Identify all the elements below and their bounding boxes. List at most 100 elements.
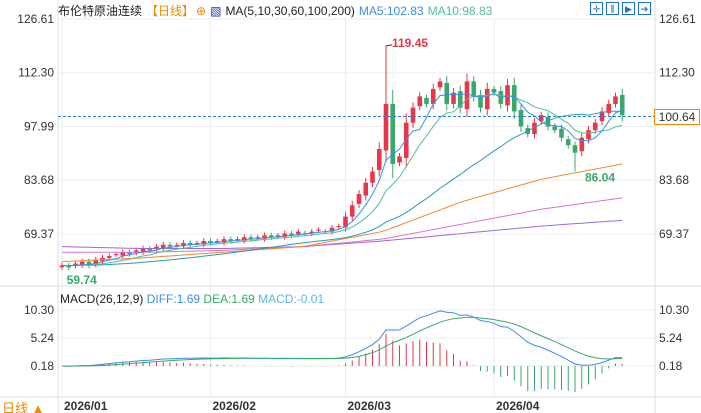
candle-body <box>187 242 193 245</box>
candle-body <box>309 231 315 234</box>
candle-body <box>376 148 382 171</box>
candle-body <box>289 233 294 236</box>
candle-body <box>592 122 598 131</box>
instrument-title: 布伦特原油连续 <box>58 4 143 18</box>
candle-body <box>545 116 551 127</box>
candle-body <box>424 97 429 104</box>
price-axis-right: 126.61 <box>659 12 696 26</box>
month-label: 2026/03 <box>348 399 392 413</box>
candle-body <box>228 239 234 242</box>
ma-label[interactable]: MA(5,10,30,60,100,200) <box>225 4 355 18</box>
ma10-value: MA10:98.83 <box>427 4 493 18</box>
candle-body <box>214 241 220 243</box>
candle-body <box>201 241 207 245</box>
start-low-annotation: 59.74 <box>67 273 97 287</box>
candle-body <box>451 92 456 104</box>
candle-body <box>572 145 578 153</box>
candle-body <box>613 96 618 104</box>
ma60-line <box>61 163 623 263</box>
candle-body <box>73 263 78 266</box>
candle-body <box>464 81 470 110</box>
candle-body <box>93 259 99 264</box>
candle-body <box>559 128 564 138</box>
candle-body <box>370 171 375 183</box>
candle-body <box>86 261 92 266</box>
candle-body <box>356 194 362 204</box>
candle-body <box>133 250 139 253</box>
candle-body <box>181 242 186 247</box>
price-axis-left: 112.30 <box>18 66 54 80</box>
candle-body <box>478 94 483 108</box>
ma10-line <box>61 93 623 267</box>
diff-line <box>61 310 623 367</box>
candle-body <box>147 248 153 251</box>
high-marker <box>385 44 393 47</box>
candle-body <box>295 231 301 234</box>
candle-body <box>538 115 544 122</box>
candle-body <box>235 239 240 241</box>
candle-body <box>79 261 85 266</box>
candle-body <box>316 229 321 231</box>
candle-body <box>586 130 591 140</box>
candle-body <box>194 242 200 244</box>
price-axis-right: 83.68 <box>659 173 689 187</box>
candle-body <box>241 237 247 241</box>
candle-body <box>208 241 213 243</box>
chart-header: 布伦特原油连续 【日线】 ⊕ ▧ MA(5,10,30,60,100,200) MA5:1… <box>58 2 496 19</box>
candle-body <box>66 265 72 268</box>
price-axis-left: 126.61 <box>17 12 54 26</box>
candle-body <box>518 109 524 127</box>
zoom-out-icon[interactable]: ▶ <box>622 2 635 15</box>
candle-body <box>140 248 146 252</box>
candle-body <box>599 111 605 122</box>
macd-label: MACD(26,12,9) <box>60 292 144 306</box>
candle-body <box>268 235 274 238</box>
month-label: 2026/01 <box>64 399 108 413</box>
candle-body <box>606 103 612 113</box>
ma30-line <box>61 110 623 266</box>
candle-body <box>127 252 132 255</box>
candle-body <box>174 244 180 246</box>
settings-icon[interactable]: ⊕ <box>196 4 207 18</box>
candle-body <box>336 225 342 227</box>
ma-icon[interactable]: ▧ <box>210 4 222 18</box>
candle-body <box>154 246 159 249</box>
candle-body <box>343 216 348 228</box>
candle-body <box>417 96 423 107</box>
macd-axis-right: 10.30 <box>659 303 689 317</box>
candle-body <box>59 265 65 268</box>
candle-body <box>120 252 126 256</box>
candle-body <box>403 122 409 159</box>
candle-body <box>511 85 517 112</box>
low-annotation: 86.04 <box>585 170 615 184</box>
candle-body <box>397 156 402 163</box>
ma100-line <box>62 197 623 253</box>
period-switch[interactable]: 日线 ▲ <box>2 401 45 413</box>
month-label: 2026/04 <box>496 399 540 413</box>
month-label: 2026/02 <box>213 399 257 413</box>
candle-body <box>457 91 463 108</box>
candle-body <box>444 82 450 104</box>
next-icon[interactable]: ➔ <box>638 2 651 15</box>
candle-body <box>329 227 335 232</box>
macd-header: MACD(26,12,9) DIFF:1.69 DEA:1.69 MACD:-0… <box>60 292 324 306</box>
candle-body <box>221 239 227 243</box>
macd-dea: DEA:1.69 <box>203 292 255 306</box>
candle-body <box>484 88 490 110</box>
price-axis-left: 69.37 <box>24 227 54 241</box>
zoom-in-icon[interactable]: ⫼ <box>606 2 619 15</box>
candle-body <box>248 237 254 240</box>
candle-body <box>383 103 389 151</box>
candle-body <box>532 122 537 134</box>
dea-line <box>61 316 623 367</box>
price-axis-left: 83.68 <box>24 173 54 187</box>
period-label[interactable]: 【日线】 <box>146 4 195 18</box>
crosshair-icon[interactable]: ✛ <box>590 2 603 15</box>
candle-body <box>579 137 585 152</box>
candle-body <box>106 256 112 258</box>
candle-body <box>349 205 355 217</box>
ma5-line <box>61 92 623 267</box>
macd-value: MACD:-0.01 <box>258 292 325 306</box>
